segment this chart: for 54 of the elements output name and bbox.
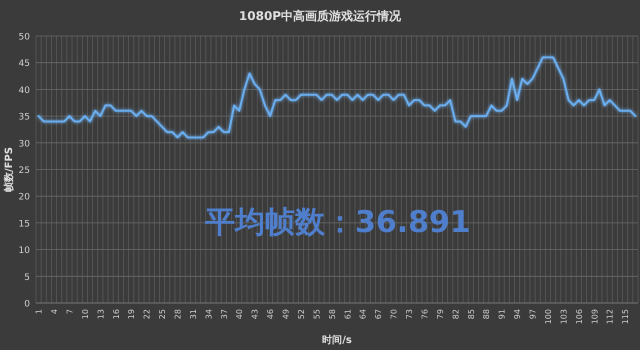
x-tick-label: 16 bbox=[112, 309, 121, 320]
x-tick-label: 40 bbox=[235, 309, 244, 320]
y-tick-label: 5 bbox=[24, 272, 30, 283]
x-tick-label: 49 bbox=[282, 309, 291, 320]
y-tick-label: 40 bbox=[18, 86, 30, 96]
x-tick-label: 31 bbox=[188, 309, 198, 320]
x-tick-label: 76 bbox=[420, 309, 430, 320]
x-tick-label: 85 bbox=[466, 309, 476, 320]
x-tick-label: 100 bbox=[544, 309, 553, 324]
y-tick-label: 30 bbox=[18, 139, 30, 150]
x-tick-label: 7 bbox=[65, 309, 74, 314]
y-tick-label: 15 bbox=[18, 219, 30, 230]
x-tick-label: 106 bbox=[574, 309, 584, 324]
x-tick-label: 19 bbox=[127, 309, 136, 320]
x-tick-label: 46 bbox=[266, 309, 276, 320]
x-axis-title: 时间/s bbox=[322, 334, 352, 346]
x-tick-label: 79 bbox=[436, 309, 445, 320]
x-tick-label: 22 bbox=[142, 309, 152, 320]
x-tick-label: 115 bbox=[621, 309, 630, 324]
x-tick-label: 58 bbox=[328, 309, 337, 320]
x-tick-label: 37 bbox=[220, 309, 229, 320]
x-tick-label: 112 bbox=[606, 309, 615, 324]
y-tick-label: 25 bbox=[18, 166, 30, 176]
y-tick-label: 0 bbox=[24, 300, 30, 310]
x-tick-label: 73 bbox=[405, 309, 414, 320]
x-tick-label: 70 bbox=[390, 309, 399, 320]
x-tick-label: 64 bbox=[358, 309, 368, 320]
chart-title: 1080P中高画质游戏运行情况 bbox=[238, 9, 402, 23]
x-tick-label: 28 bbox=[173, 309, 182, 320]
y-tick-label: 50 bbox=[18, 32, 30, 42]
x-tick-label: 94 bbox=[513, 309, 522, 320]
x-tick-label: 25 bbox=[158, 309, 168, 320]
x-tick-label: 97 bbox=[528, 309, 538, 320]
x-tick-label: 13 bbox=[96, 309, 106, 320]
x-tick-label: 88 bbox=[482, 309, 492, 320]
x-tick-label: 109 bbox=[590, 309, 600, 324]
x-tick-label: 67 bbox=[374, 309, 384, 320]
x-tick-label: 43 bbox=[250, 309, 260, 320]
x-tick-label: 52 bbox=[296, 309, 306, 320]
x-tick-label: 61 bbox=[343, 309, 352, 320]
x-tick-label: 91 bbox=[498, 309, 507, 320]
x-tick-label: 82 bbox=[451, 309, 460, 320]
y-tick-label: 35 bbox=[18, 112, 30, 123]
x-tick-label: 10 bbox=[80, 309, 90, 320]
y-tick-label: 20 bbox=[18, 192, 30, 203]
y-tick-label: 10 bbox=[18, 246, 30, 256]
x-tick-label: 4 bbox=[50, 309, 60, 314]
x-tick-label: 55 bbox=[312, 309, 322, 320]
y-axis-title: 帧数/FPS bbox=[3, 146, 15, 192]
y-tick-label: 45 bbox=[18, 59, 30, 70]
x-tick-label: 34 bbox=[204, 309, 214, 320]
x-tick-label: 1 bbox=[34, 309, 44, 314]
annotation: 平均帧数：36.891 bbox=[204, 205, 471, 240]
x-tick-label: 103 bbox=[559, 309, 568, 324]
